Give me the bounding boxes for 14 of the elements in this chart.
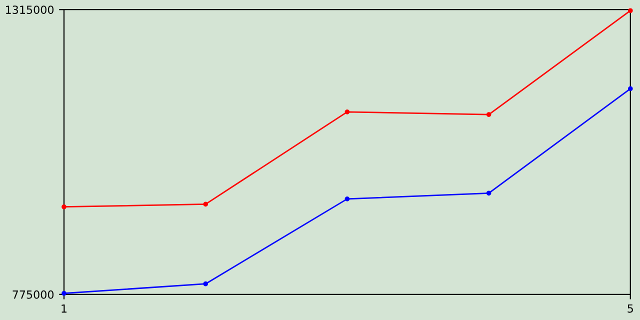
point <box>62 204 66 210</box>
point <box>203 281 208 286</box>
point <box>628 86 633 92</box>
point <box>344 109 350 114</box>
point <box>628 8 633 14</box>
point <box>486 190 492 196</box>
point <box>62 290 66 296</box>
y-tick-label: 775000 <box>12 290 54 299</box>
point <box>203 202 208 207</box>
x-tick-label: 1 <box>62 304 67 313</box>
point <box>486 112 492 117</box>
y-tick-label: 1315000 <box>6 6 54 14</box>
x-tick-label: 5 <box>628 304 633 313</box>
point <box>344 196 350 202</box>
